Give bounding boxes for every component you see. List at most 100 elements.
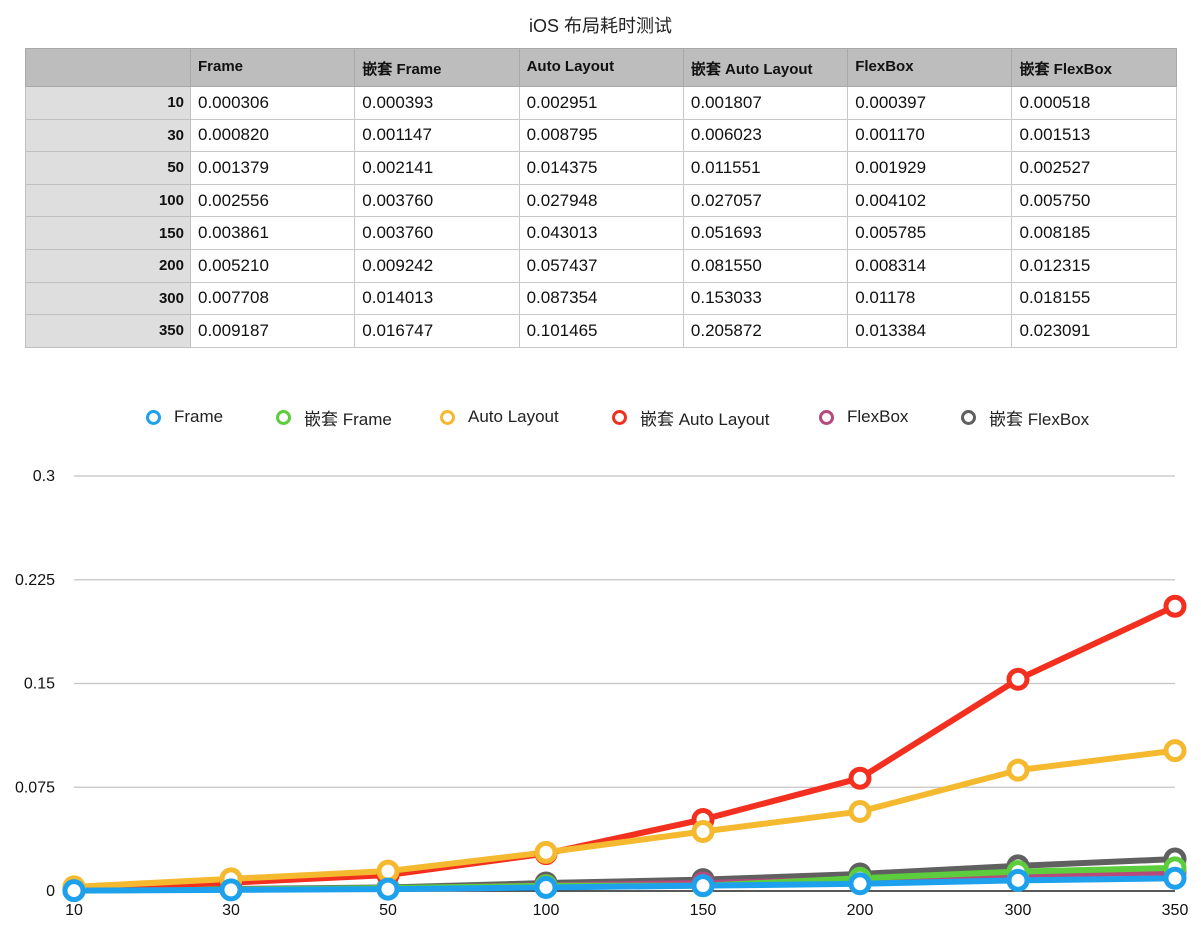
table-cell: 0.016747 — [354, 314, 520, 348]
column-header: Frame — [189, 48, 356, 87]
series-line — [71, 747, 1178, 890]
x-tick-label: 200 — [847, 902, 874, 919]
table-cell: 0.057437 — [518, 248, 684, 283]
table-cell: 0.009187 — [189, 314, 356, 348]
data-point — [691, 819, 715, 843]
table-row: 50 0.001379 0.002141 0.014375 0.011551 0… — [25, 151, 1177, 185]
table-cell: 0.051693 — [682, 216, 849, 250]
table-cell: 0.000518 — [1011, 86, 1177, 120]
table-row: 150 0.003861 0.003760 0.043013 0.051693 … — [25, 216, 1177, 250]
legend-item: Frame — [146, 402, 223, 432]
table-cell: 0.007708 — [189, 281, 356, 316]
row-header: 350 — [25, 314, 191, 348]
table-cell: 0.000397 — [847, 86, 1013, 120]
table-header-row: Frame 嵌套 Frame Auto Layout 嵌套 Auto Layou… — [25, 48, 1177, 87]
table-cell: 0.153033 — [682, 281, 849, 316]
legend-label: Frame — [174, 407, 224, 426]
table-cell: 0.027948 — [518, 183, 684, 218]
legend-label: 嵌套 FlexBox — [989, 409, 1090, 429]
row-header: 100 — [25, 183, 191, 218]
row-header: 30 — [25, 118, 191, 153]
data-point — [534, 840, 558, 864]
column-header: FlexBox — [847, 48, 1013, 87]
legend-marker-icon — [146, 409, 161, 425]
row-header: 200 — [25, 248, 191, 283]
x-tick-label: 150 — [690, 902, 717, 919]
table-cell: 0.013384 — [847, 314, 1013, 348]
legend-label: 嵌套 Auto Layout — [640, 409, 770, 429]
y-tick-label: 0.3 — [33, 468, 55, 485]
column-header: Auto Layout — [518, 48, 684, 87]
table-cell: 0.018155 — [1011, 281, 1177, 316]
row-header: 50 — [25, 151, 191, 185]
series-line — [71, 875, 1178, 894]
table-cell: 0.011551 — [682, 151, 849, 185]
y-tick-label: 0 — [46, 883, 55, 900]
table-cell: 0.023091 — [1011, 314, 1177, 348]
legend-label: Auto Layout — [468, 407, 559, 426]
y-tick-label: 0.15 — [24, 676, 55, 693]
data-point — [376, 859, 400, 883]
table-cell: 0.101465 — [518, 314, 684, 348]
legend-item: 嵌套 Auto Layout — [612, 402, 769, 432]
table-cell: 0.008185 — [1011, 216, 1177, 250]
legend-label: FlexBox — [847, 407, 909, 426]
data-point — [219, 878, 243, 902]
data-point — [376, 877, 400, 901]
table-row: 30 0.000820 0.001147 0.008795 0.006023 0… — [25, 118, 1177, 153]
table-row: 10 0.000306 0.000393 0.002951 0.001807 0… — [25, 86, 1177, 120]
column-header: 嵌套 Auto Layout — [682, 48, 849, 87]
legend-item: Auto Layout — [440, 402, 559, 432]
table-cell: 0.012315 — [1011, 248, 1177, 283]
data-point — [691, 874, 715, 898]
table-cell: 0.014013 — [354, 281, 520, 316]
table-row: 350 0.009187 0.016747 0.101465 0.205872 … — [25, 314, 1177, 348]
data-table: Frame 嵌套 Frame Auto Layout 嵌套 Auto Layou… — [25, 48, 1177, 348]
table-cell: 0.001379 — [189, 151, 356, 185]
data-point — [62, 879, 86, 903]
legend-item: 嵌套 Frame — [276, 402, 392, 432]
table-cell: 0.008314 — [847, 248, 1013, 283]
row-header: 10 — [25, 86, 191, 120]
data-point — [1163, 594, 1187, 618]
data-point — [534, 875, 558, 899]
data-point — [1163, 866, 1187, 890]
line-chart: 0 0.075 0.15 0.225 0.3 10 30 50 100 150 200 300 350 — [15, 468, 1189, 919]
table-corner-cell — [25, 48, 191, 87]
legend-marker-icon — [819, 409, 834, 425]
table-cell: 0.043013 — [518, 216, 684, 250]
data-point — [1163, 739, 1187, 763]
legend-label: 嵌套 Frame — [304, 409, 392, 429]
table-cell: 0.001170 — [847, 118, 1013, 153]
data-point — [1006, 758, 1030, 782]
table-cell: 0.008795 — [518, 118, 684, 153]
table-cell: 0.003760 — [354, 216, 520, 250]
table-cell: 0.001513 — [1011, 118, 1177, 153]
data-point — [848, 872, 872, 896]
table-row: 200 0.005210 0.009242 0.057437 0.081550 … — [25, 248, 1177, 283]
legend-marker-icon — [612, 409, 627, 425]
table-row: 300 0.007708 0.014013 0.087354 0.153033 … — [25, 281, 1177, 316]
row-header: 300 — [25, 281, 191, 316]
chart-legend: Frame 嵌套 Frame Auto Layout 嵌套 Auto Layou… — [0, 402, 1201, 432]
column-header: 嵌套 Frame — [354, 48, 520, 87]
series-line — [71, 603, 1178, 892]
chart-title: iOS 布局耗时测试 — [528, 16, 672, 36]
table-cell: 0.000393 — [354, 86, 520, 120]
table-cell: 0.205872 — [682, 314, 849, 348]
x-tick-label: 30 — [222, 902, 240, 919]
table-cell: 0.001147 — [354, 118, 520, 153]
table-cell: 0.01178 — [847, 281, 1013, 316]
table-cell: 0.003861 — [189, 216, 356, 250]
table-cell: 0.003760 — [354, 183, 520, 218]
table-cell: 0.005750 — [1011, 183, 1177, 218]
row-header: 150 — [25, 216, 191, 250]
table-cell: 0.005210 — [189, 248, 356, 283]
table-cell: 0.005785 — [847, 216, 1013, 250]
x-tick-label: 350 — [1162, 902, 1189, 919]
table-cell: 0.002141 — [354, 151, 520, 185]
legend-marker-icon — [961, 409, 976, 425]
table-cell: 0.001929 — [847, 151, 1013, 185]
data-point — [848, 800, 872, 824]
y-tick-label: 0.075 — [15, 779, 55, 796]
